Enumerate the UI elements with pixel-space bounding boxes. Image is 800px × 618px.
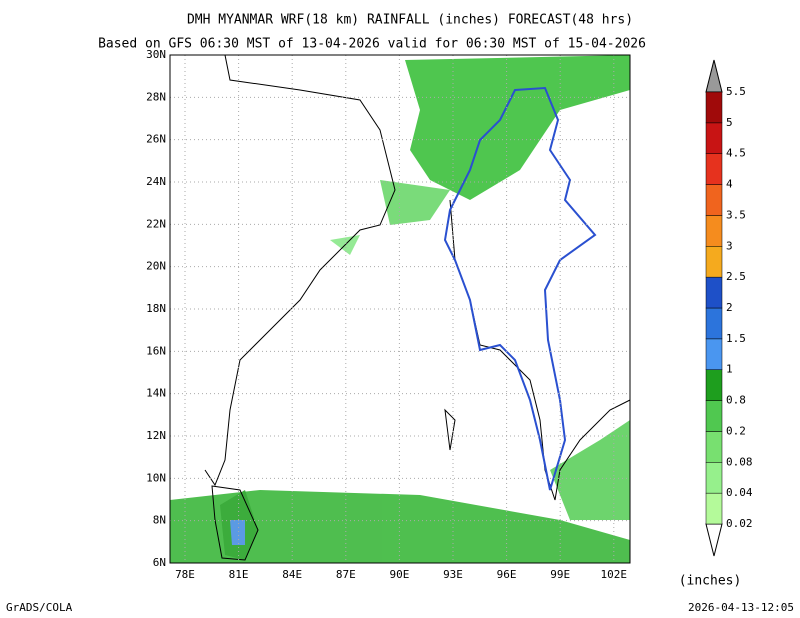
colorbar-label: 3 xyxy=(726,239,733,252)
colorbar-label: 0.02 xyxy=(726,517,753,530)
map-frame xyxy=(169,54,631,564)
lon-label: 93E xyxy=(443,568,463,581)
colorbar-label: 1 xyxy=(726,363,733,376)
lon-label: 90E xyxy=(389,568,409,581)
colorbar-label: 3.5 xyxy=(726,208,746,221)
colorbar-segment xyxy=(705,184,723,216)
lat-label: 20N xyxy=(146,260,166,273)
lat-label: 28N xyxy=(146,90,166,103)
lat-label: 8N xyxy=(153,514,166,527)
colorbar-label: 1.5 xyxy=(726,332,746,345)
lon-label: 78E xyxy=(175,568,195,581)
lat-label: 16N xyxy=(146,344,166,357)
colorbar-label: 2 xyxy=(726,301,733,314)
lat-label: 14N xyxy=(146,387,166,400)
myanmar-boundary xyxy=(443,86,597,491)
lat-label: 26N xyxy=(146,133,166,146)
lat-label: 10N xyxy=(146,471,166,484)
colorbar-label: 5.5 xyxy=(726,85,746,98)
lon-label: 84E xyxy=(282,568,302,581)
lat-label: 18N xyxy=(146,302,166,315)
lat-label: 6N xyxy=(153,556,166,569)
colorbar-segment xyxy=(705,215,723,247)
lon-label: 96E xyxy=(497,568,517,581)
lat-label: 12N xyxy=(146,429,166,442)
lon-label: 87E xyxy=(336,568,356,581)
colorbar-segment xyxy=(705,492,723,525)
lon-label: 99E xyxy=(550,568,570,581)
colorbar-label: 5 xyxy=(726,116,733,129)
colorbar-label: 0.8 xyxy=(726,394,746,407)
colorbar-segment xyxy=(705,246,723,278)
colorbar-segment xyxy=(705,91,723,124)
lon-label: 81E xyxy=(229,568,249,581)
colorbar-segment xyxy=(705,122,723,154)
lon-label: 102E xyxy=(601,568,628,581)
subtitle: Based on GFS 06:30 MST of 13-04-2026 val… xyxy=(98,37,646,52)
colorbar-segment xyxy=(705,369,723,401)
lat-label: 30N xyxy=(146,48,166,61)
colorbar-segment xyxy=(705,276,723,309)
footer-right: 2026-04-13-12:05 xyxy=(688,601,794,614)
colorbar-label: 0.08 xyxy=(726,455,753,468)
colorbar: 0.02 0.04 0.08 0.2 0.8 1 1.5 2 2.5 3 3.5 4 4.5 5 5.5 (i… xyxy=(679,59,753,589)
colorbar-segment xyxy=(705,431,723,463)
colorbar-label: 4 xyxy=(726,178,733,191)
colorbar-segment xyxy=(705,400,723,432)
colorbar-label: 0.2 xyxy=(726,424,746,437)
lat-label: 24N xyxy=(146,175,166,188)
colorbar-segment xyxy=(705,307,723,340)
graticule xyxy=(170,55,630,563)
colorbar-label: 4.5 xyxy=(726,147,746,160)
title: DMH MYANMAR WRF(18 km) RAINFALL (inches)… xyxy=(187,13,633,28)
colorbar-segment xyxy=(705,153,723,185)
map-area xyxy=(169,54,631,564)
colorbar-segment xyxy=(705,338,723,370)
colorbar-segment xyxy=(705,462,723,494)
footer-left: GrADS/COLA xyxy=(6,601,73,614)
colorbar-label: 0.04 xyxy=(726,486,753,499)
colorbar-unit: (inches) xyxy=(679,574,742,589)
colorbar-label: 2.5 xyxy=(726,270,746,283)
lat-label: 22N xyxy=(146,217,166,230)
rainfall-areas xyxy=(170,55,630,563)
